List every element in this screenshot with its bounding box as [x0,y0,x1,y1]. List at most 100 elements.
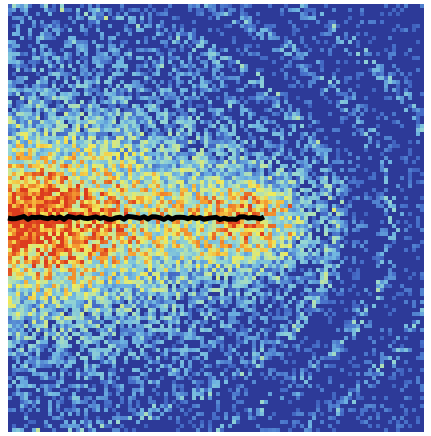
pixel [224,196,228,200]
pixel [112,280,116,284]
pixel [32,248,36,252]
pixel [188,236,192,240]
pixel [88,144,92,148]
pixel [260,276,264,280]
pixel [156,180,160,184]
pixel [184,232,188,236]
pixel [284,204,288,208]
pixel [200,152,204,156]
pixel [36,168,40,172]
pixel [216,204,220,208]
pixel [100,180,104,184]
pixel [396,184,400,188]
pixel [208,264,212,268]
pixel [176,280,180,284]
pixel [228,292,232,296]
pixel [300,172,304,176]
pixel [140,196,144,200]
pixel [164,300,168,304]
pixel [336,276,340,280]
pixel [196,180,200,184]
pixel [228,136,232,140]
pixel [84,248,88,252]
pixel [324,200,328,204]
pixel [244,100,248,104]
pixel [316,268,320,272]
pixel [132,80,136,84]
pixel [188,176,192,180]
pixel [192,208,196,212]
pixel [52,228,56,232]
pixel [224,212,228,216]
pixel [256,292,260,296]
pixel [124,276,128,280]
pixel [308,48,312,52]
pixel [20,196,24,200]
pixel [296,160,300,164]
pixel [84,140,88,144]
pixel [40,200,44,204]
pixel [340,244,344,248]
pixel [288,108,292,112]
pixel [224,12,228,16]
pixel [200,280,204,284]
pixel [168,4,172,8]
pixel [224,140,228,144]
pixel [260,32,264,36]
pixel [328,300,332,304]
pixel [76,40,80,44]
pixel [184,132,188,136]
pixel [172,236,176,240]
pixel [220,76,224,80]
pixel [316,256,320,260]
pixel [396,84,400,88]
pixel [312,160,316,164]
pixel [108,184,112,188]
pixel [88,108,92,112]
pixel [400,72,404,76]
pixel [84,288,88,292]
pixel [76,168,80,172]
pixel [148,224,152,228]
pixel [196,264,200,268]
pixel [140,224,144,228]
pixel [208,80,212,84]
pixel [240,12,244,16]
pixel [136,72,140,76]
pixel [360,112,364,116]
pixel [312,120,316,124]
pixel [328,100,332,104]
pixel [88,172,92,176]
pixel [20,256,24,260]
pixel [148,260,152,264]
pixel [312,12,316,16]
pixel [352,124,356,128]
pixel [28,92,32,96]
pixel [152,272,156,276]
pixel [32,112,36,116]
pixel [76,248,80,252]
pixel [168,80,172,84]
pixel [108,248,112,252]
pixel [148,176,152,180]
pixel [180,260,184,264]
pixel [336,40,340,44]
pixel [104,228,108,232]
pixel [196,268,200,272]
pixel [136,92,140,96]
pixel [32,244,36,248]
pixel [308,8,312,12]
pixel [248,232,252,236]
pixel [216,120,220,124]
pixel [24,232,28,236]
pixel [272,24,276,28]
pixel [16,276,20,280]
pixel [72,304,76,308]
pixel [252,192,256,196]
pixel [328,168,332,172]
pixel [232,140,236,144]
pixel [12,156,16,160]
pixel [40,240,44,244]
pixel [416,116,420,120]
pixel [44,112,48,116]
